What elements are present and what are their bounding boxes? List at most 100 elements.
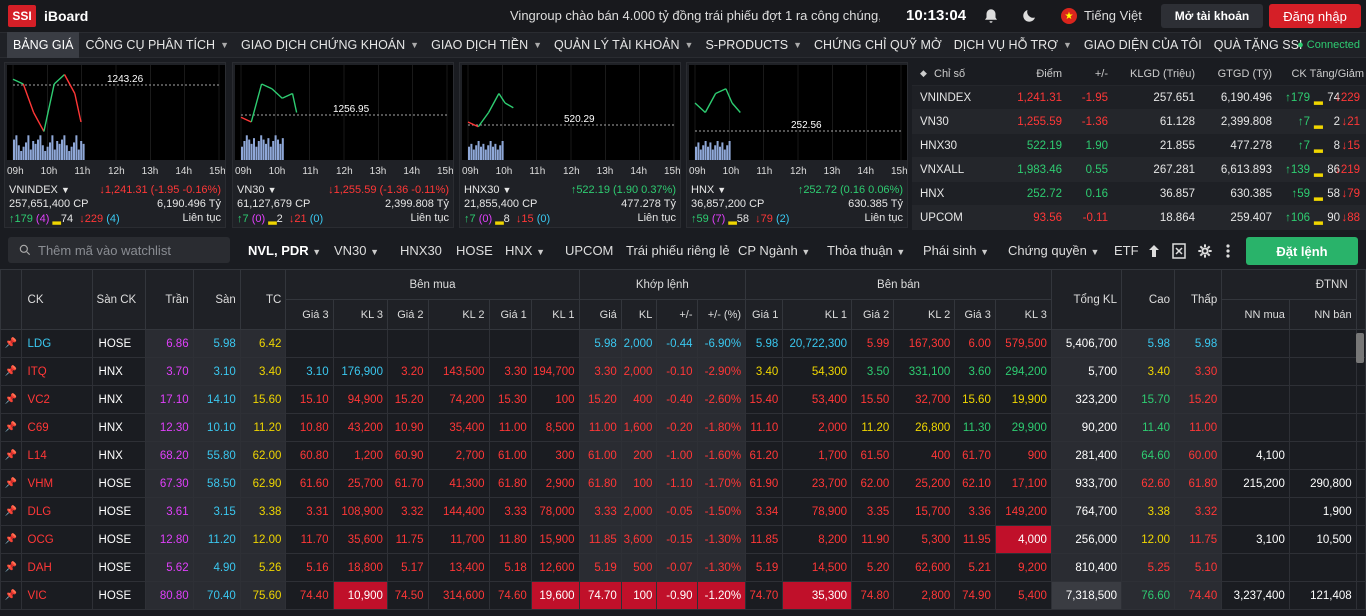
table-row[interactable]: 📌 VIC HOSE 80.80 70.40 75.60 74.40 10,900 74.50 3… [0, 581, 1366, 610]
col-b2[interactable]: Giá 2 [386, 299, 429, 330]
tab-10[interactable]: Chứng quyền ▼ [1008, 243, 1099, 258]
col-exchange[interactable]: Sàn CK [91, 269, 147, 330]
col-bv1[interactable]: KL 1 [530, 299, 580, 330]
pin-icon[interactable]: 📌 [0, 385, 22, 414]
pin-icon[interactable]: 📌 [0, 497, 22, 526]
index-row-hnx[interactable]: HNX 252.72 0.16 36.857 630.385 ↑59 ▂ 58 ↓… [912, 182, 1366, 206]
ssi-logo[interactable]: SSI [8, 5, 36, 27]
cell-symbol[interactable]: LDG [20, 329, 93, 358]
cell-symbol[interactable]: OCG [20, 525, 93, 554]
col-sv3[interactable]: KL 3 [994, 299, 1052, 330]
cell-symbol[interactable]: DLG [20, 497, 93, 526]
tab-7[interactable]: CP Ngành ▼ [738, 243, 810, 258]
cell-symbol[interactable]: VHM [20, 469, 93, 498]
watchlist-input[interactable] [38, 242, 218, 258]
tab-1[interactable]: VN30 ▼ [334, 243, 379, 258]
tab-0[interactable]: NVL, PDR ▼ [248, 243, 321, 258]
pin-icon[interactable]: 📌 [0, 413, 22, 442]
tab-3[interactable]: HOSE [456, 243, 493, 258]
pin-icon[interactable]: 📌 [0, 329, 22, 358]
tab-4[interactable]: HNX ▼ [505, 243, 545, 258]
index-row-vnindex[interactable]: VNINDEX 1,241.31 -1.95 257.651 6,190.496… [912, 86, 1366, 110]
col-mv[interactable]: KL [620, 299, 658, 330]
col-s2[interactable]: Giá 2 [851, 299, 895, 330]
menu-item-9[interactable]: QUÀ TẶNG SSI [1208, 32, 1309, 58]
table-row[interactable]: 📌 ITQ HNX 3.70 3.10 3.40 3.10 176,900 3.20 143,50… [0, 357, 1366, 386]
cell-symbol[interactable]: C69 [20, 413, 93, 442]
col-bv3[interactable]: KL 3 [332, 299, 388, 330]
language-select[interactable]: Tiếng Việt [1084, 8, 1142, 23]
place-order-button[interactable]: Đặt lệnh [1246, 237, 1358, 265]
gear-icon[interactable] [1197, 243, 1213, 259]
col-s1[interactable]: Giá 1 [745, 299, 784, 330]
col-ck[interactable]: CK [20, 269, 93, 330]
menu-item-5[interactable]: S-PRODUCTS ▼ [699, 32, 808, 58]
vietnam-flag-icon[interactable]: ★ [1061, 8, 1077, 24]
col-mc[interactable]: +/- [656, 299, 698, 330]
cell-symbol[interactable]: VIC [20, 581, 93, 610]
index-row-hnx30[interactable]: HNX30 522.19 1.90 21.855 477.278 ↑7 ▂ 8 ↓… [912, 134, 1366, 158]
board-scrollbar[interactable] [1356, 333, 1364, 363]
index-chart-vn30[interactable]: 1256.95 09h 10h 11h 12h 13h 14h 15h VN30 ▼ ↓1,25… [232, 62, 454, 228]
tab-5[interactable]: UPCOM [565, 243, 613, 258]
col-bv2[interactable]: KL 2 [427, 299, 490, 330]
table-row[interactable]: 📌 LDG HOSE 6.86 5.98 6.42 5.98 2,000 -0.44 -6.90%… [0, 329, 1366, 358]
col-nnsell[interactable]: NN bán [1288, 299, 1357, 330]
menu-item-6[interactable]: CHỨNG CHỈ QUỸ MỞ [808, 32, 948, 58]
menu-item-8[interactable]: GIAO DIỆN CỦA TÔI [1078, 32, 1208, 58]
table-row[interactable]: 📌 VC2 HNX 17.10 14.10 15.60 15.10 94,900 15.20 74… [0, 385, 1366, 414]
menu-item-7[interactable]: DỊCH VỤ HỖ TRỢ ▼ [948, 32, 1078, 58]
index-chart-hnx[interactable]: 252.56 09h 10h 11h 12h 13h 14h 15h HNX ▼ ↑252.72… [686, 62, 908, 228]
pin-icon[interactable]: 📌 [0, 469, 22, 498]
open-account-button[interactable]: Mở tài khoản [1161, 4, 1263, 28]
cell-symbol[interactable]: VC2 [20, 385, 93, 414]
cell-symbol[interactable]: ITQ [20, 357, 93, 386]
index-row-vn30[interactable]: VN30 1,255.59 -1.36 61.128 2,399.808 ↑7 … [912, 110, 1366, 134]
pin-icon[interactable]: 📌 [0, 553, 22, 582]
tab-2[interactable]: HNX30 [400, 243, 442, 258]
index-row-vnxall[interactable]: VNXALL 1,983.46 0.55 267.281 6,613.893 ↑… [912, 158, 1366, 182]
table-row[interactable]: 📌 DAH HOSE 5.62 4.90 5.26 5.16 18,800 5.17 13,400… [0, 553, 1366, 582]
col-sv1[interactable]: KL 1 [782, 299, 853, 330]
pin-icon[interactable]: 📌 [0, 357, 22, 386]
col-high[interactable]: Cao [1120, 269, 1176, 330]
menu-item-4[interactable]: QUẢN LÝ TÀI KHOẢN ▼ [548, 32, 699, 58]
col-s3[interactable]: Giá 3 [954, 299, 996, 330]
login-button[interactable]: Đăng nhập [1269, 4, 1361, 28]
tab-6[interactable]: Trái phiếu riêng lẻ [626, 243, 730, 258]
col-ceil[interactable]: Trần [145, 269, 194, 330]
tab-11[interactable]: ETF [1114, 243, 1139, 258]
col-mp[interactable]: Giá [578, 299, 622, 330]
index-chart-vnindex[interactable]: 1243.26 09h 10h 11h 12h 13h 14h 15h VNINDEX ▼ ↓1… [4, 62, 226, 228]
cell-symbol[interactable]: DAH [20, 553, 93, 582]
col-total[interactable]: Tổng KL [1050, 269, 1122, 330]
table-row[interactable]: 📌 L14 HNX 68.20 55.80 62.00 60.80 1,200 60.90 2,7… [0, 441, 1366, 470]
col-ref[interactable]: TC [239, 269, 287, 330]
pin-icon[interactable]: 📌 [0, 581, 22, 610]
tab-8[interactable]: Thỏa thuận ▼ [827, 243, 905, 258]
bell-icon[interactable] [982, 7, 1000, 25]
table-row[interactable]: 📌 C69 HNX 12.30 10.10 11.20 10.80 43,200 10.90 35… [0, 413, 1366, 442]
tab-9[interactable]: Phái sinh ▼ [923, 243, 989, 258]
cell-symbol[interactable]: L14 [20, 441, 93, 470]
col-sv2[interactable]: KL 2 [893, 299, 956, 330]
table-row[interactable]: 📌 VHM HOSE 67.30 58.50 62.90 61.60 25,700 61.70 4… [0, 469, 1366, 498]
index-chart-hnx30[interactable]: 520.29 09h 10h 11h 12h 13h 14h 15h HNX30 ▼ ↑522.… [459, 62, 681, 228]
menu-item-1[interactable]: CÔNG CỤ PHÂN TÍCH ▼ [79, 32, 235, 58]
watchlist-search[interactable] [8, 237, 230, 263]
menu-item-2[interactable]: GIAO DỊCH CHỨNG KHOÁN ▼ [235, 32, 425, 58]
menu-item-3[interactable]: GIAO DỊCH TIỀN ▼ [425, 32, 548, 58]
pin-icon[interactable]: 📌 [0, 441, 22, 470]
col-b1[interactable]: Giá 1 [488, 299, 532, 330]
col-b3[interactable]: Giá 3 [285, 299, 334, 330]
excel-export-icon[interactable] [1172, 243, 1186, 259]
news-ticker[interactable]: Vingroup chào bán 4.000 tỷ đồng trái phi… [510, 8, 880, 23]
menu-item-0[interactable]: BẢNG GIÁ [7, 32, 80, 58]
col-mpct[interactable]: +/- (%) [696, 299, 747, 330]
table-row[interactable]: 📌 OCG HOSE 12.80 11.20 12.00 11.70 35,600 11.75 1… [0, 525, 1366, 554]
more-options-icon[interactable] [1224, 243, 1232, 259]
col-nnbuy[interactable]: NN mua [1221, 299, 1290, 330]
pin-icon[interactable]: 📌 [0, 525, 22, 554]
col-floor[interactable]: Sàn [192, 269, 241, 330]
table-row[interactable]: 📌 DLG HOSE 3.61 3.15 3.38 3.31 108,900 3.32 144,4… [0, 497, 1366, 526]
